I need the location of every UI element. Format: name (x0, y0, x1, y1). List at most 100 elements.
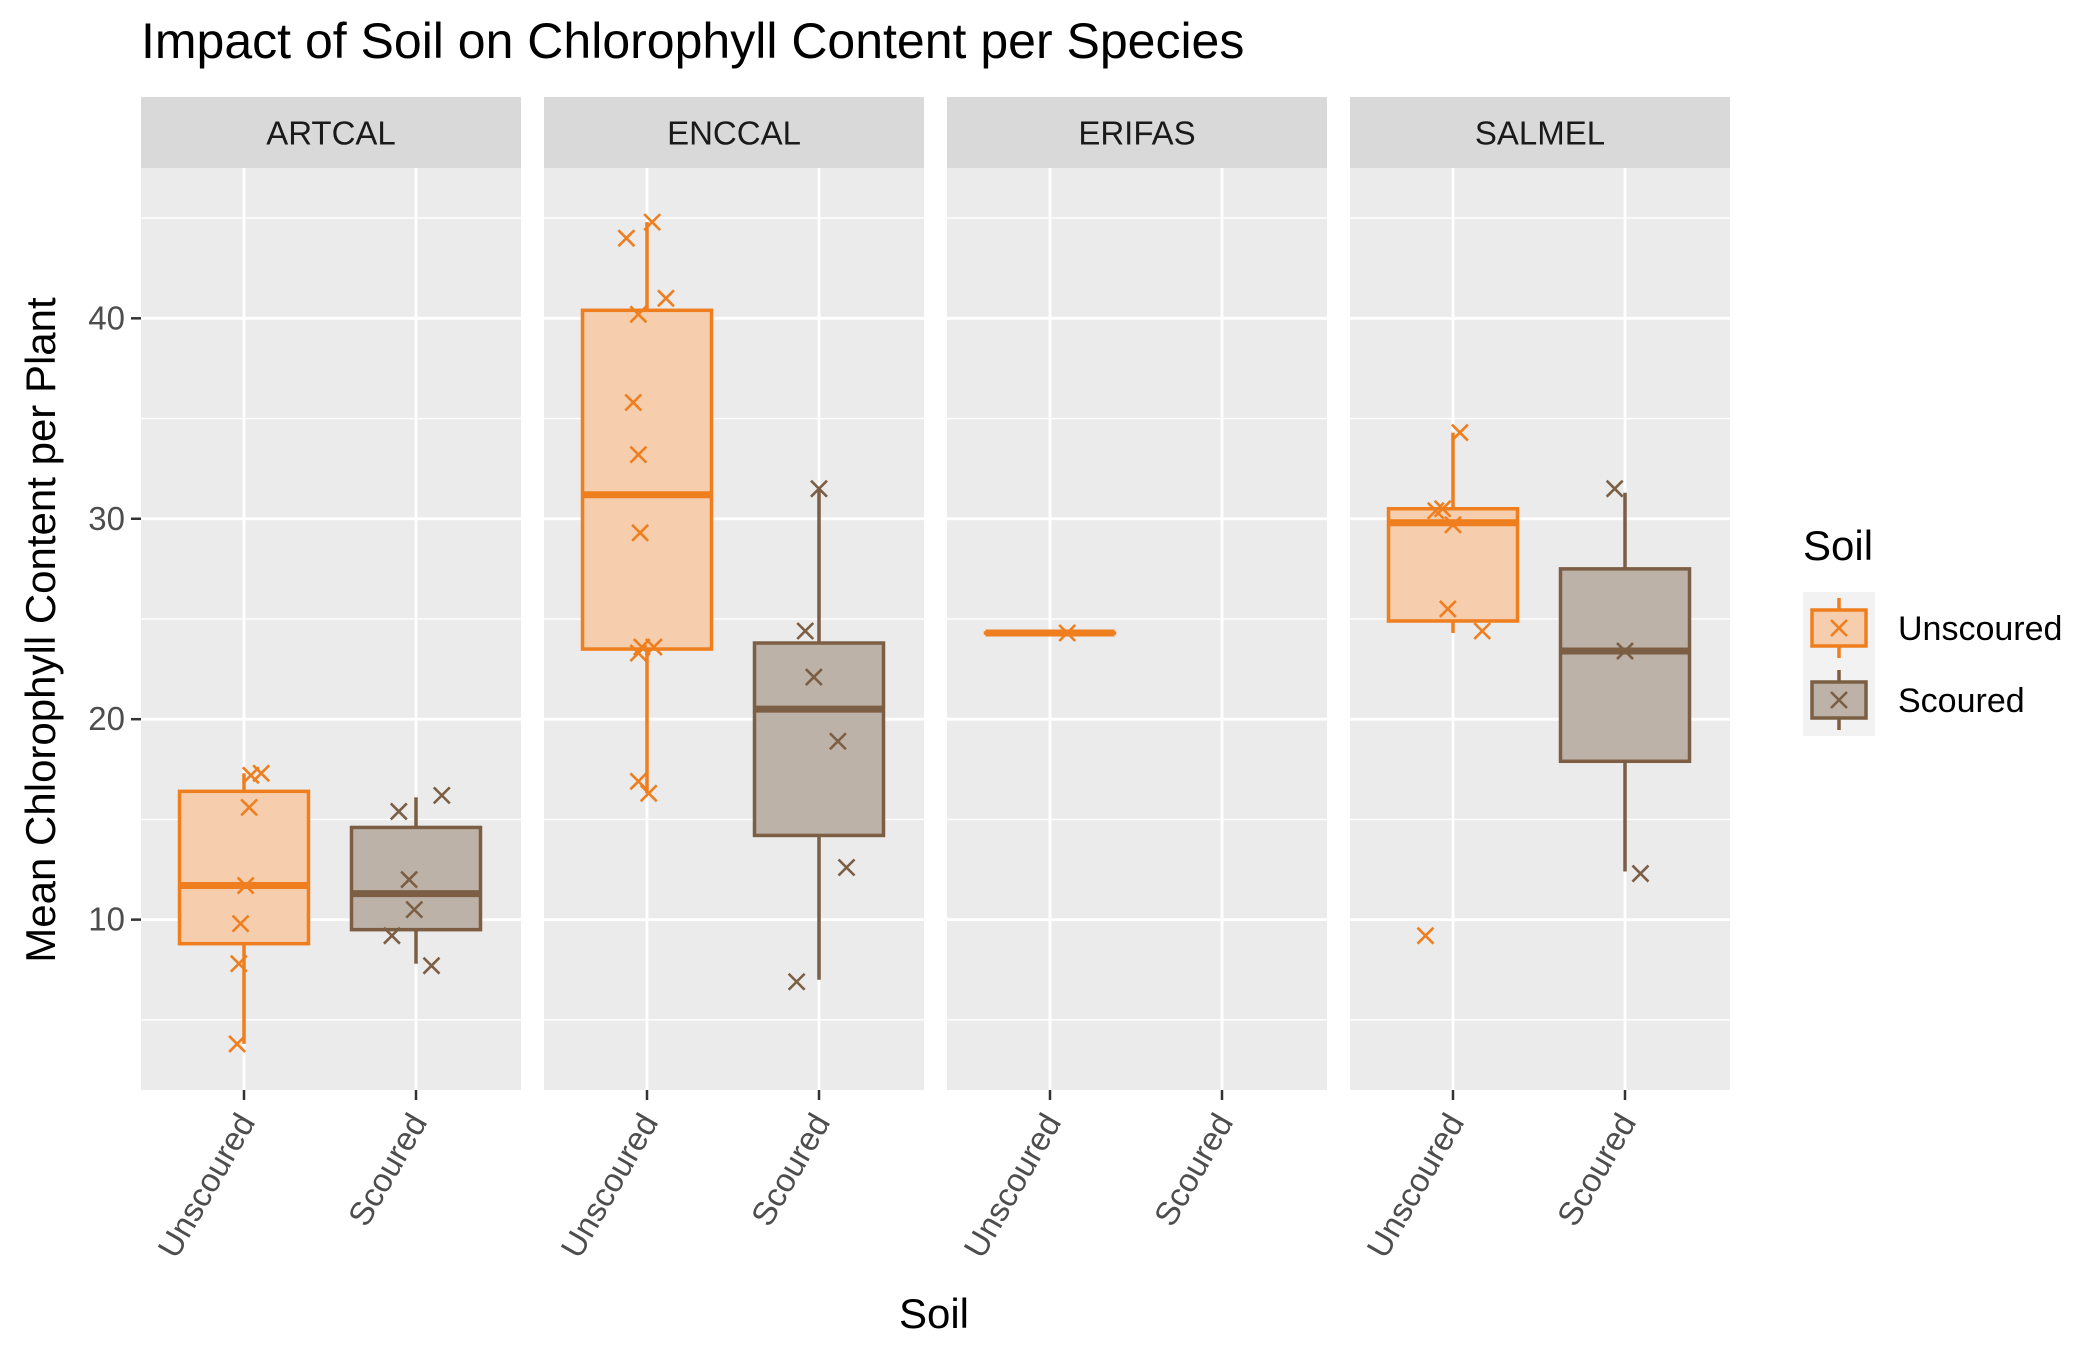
facet-strip (544, 97, 924, 168)
facet-strip-label: ERIFAS (1078, 115, 1195, 152)
y-tick-label: 10 (88, 901, 125, 938)
box-scoured (752, 479, 886, 991)
x-tick-label: Scoured (1147, 1107, 1241, 1232)
point-stroke (422, 956, 441, 975)
box-scoured (349, 786, 483, 975)
point-stroke (1450, 423, 1469, 442)
y-tick-label: 20 (88, 700, 125, 737)
facet-strip-label: ENCCAL (667, 115, 801, 152)
x-axis-label: Soil (899, 1290, 969, 1337)
facet-artcal: ARTCAL Unscoured Scoured (141, 97, 521, 1264)
point-stroke (629, 644, 648, 662)
data-point (810, 479, 828, 498)
data-point (1450, 423, 1469, 442)
point-stroke (432, 786, 451, 805)
box-scoured (1558, 479, 1692, 883)
point-stroke (240, 798, 259, 817)
data-point (1416, 926, 1435, 945)
point-stroke (810, 479, 828, 498)
panel-background (141, 168, 521, 1090)
point-stroke (624, 393, 643, 412)
box-iqr (580, 308, 714, 651)
point-stroke (837, 858, 856, 877)
data-point (629, 644, 648, 662)
data-point (787, 972, 806, 991)
point-stroke (389, 802, 408, 821)
point-stroke (804, 668, 823, 687)
point-stroke (629, 305, 648, 324)
data-point (644, 638, 663, 656)
legend: Soil Unscoured Scoured (1803, 522, 2062, 736)
facet-strip (947, 97, 1327, 168)
point-stroke (1473, 622, 1492, 640)
data-point (837, 858, 856, 877)
chart-title: Impact of Soil on Chlorophyll Content pe… (141, 13, 1244, 69)
data-point (639, 784, 658, 803)
point-stroke (400, 870, 419, 889)
data-point (1473, 622, 1492, 640)
data-point (236, 876, 255, 895)
data-point (1616, 642, 1634, 660)
data-point (252, 764, 271, 783)
legend-label: Unscoured (1898, 610, 2062, 648)
data-point (400, 870, 419, 889)
data-point (829, 732, 847, 751)
facet-erifas: ERIFAS Unscoured Scoured (947, 97, 1327, 1264)
x-tick-label: Scoured (744, 1107, 838, 1232)
point-stroke (1416, 926, 1435, 945)
data-point (796, 622, 815, 640)
data-point (1438, 600, 1457, 618)
point-stroke (829, 732, 847, 751)
point-stroke (1438, 600, 1457, 618)
point-stroke (1058, 624, 1077, 642)
data-point (228, 1034, 247, 1053)
x-tick-label: Unscoured (956, 1107, 1068, 1264)
facet-strip (1350, 97, 1730, 168)
point-stroke (383, 926, 401, 945)
legend-title: Soil (1803, 522, 1873, 569)
y-tick-label: 40 (88, 299, 125, 336)
point-stroke (643, 213, 662, 232)
point-stroke (1444, 515, 1462, 534)
x-tick-label: Unscoured (150, 1107, 262, 1264)
data-point (657, 289, 675, 308)
data-point (405, 900, 424, 919)
data-point (229, 954, 248, 973)
data-point (1444, 515, 1462, 534)
point-stroke (629, 772, 648, 791)
point-stroke (1433, 499, 1452, 518)
data-point (804, 668, 823, 687)
point-stroke (657, 289, 675, 308)
point-stroke (405, 900, 424, 919)
data-point (629, 305, 648, 324)
point-stroke (1631, 864, 1650, 883)
point-stroke (236, 876, 255, 895)
point-stroke (796, 622, 815, 640)
data-point (1058, 624, 1077, 642)
data-point (383, 926, 401, 945)
facet-salmel: SALMEL Unscoured Scoured (1350, 97, 1730, 1264)
point-stroke (639, 784, 658, 803)
facet-strip-label: SALMEL (1475, 115, 1605, 152)
point-stroke (228, 1034, 247, 1053)
facet-strip (141, 97, 521, 168)
y-axis: 10 20 30 40 (88, 299, 141, 938)
x-tick-label: Unscoured (1359, 1107, 1471, 1264)
point-stroke (229, 954, 248, 973)
point-stroke (631, 523, 650, 542)
point-stroke (1616, 642, 1634, 660)
y-axis-label: Mean Chlorophyll Content per Plant (17, 297, 64, 963)
data-point (631, 523, 650, 542)
box-iqr (177, 789, 311, 946)
point-stroke (1605, 479, 1624, 498)
legend-key-point (1830, 691, 1848, 709)
data-point (629, 445, 648, 464)
x-tick-label: Scoured (1550, 1107, 1644, 1232)
box-iqr (1558, 567, 1692, 764)
legend-key-point (1830, 619, 1848, 637)
data-point (1605, 479, 1624, 498)
legend-label: Scoured (1898, 682, 2025, 720)
panel-background (947, 168, 1327, 1090)
data-point (1631, 864, 1650, 883)
data-point (643, 213, 662, 232)
